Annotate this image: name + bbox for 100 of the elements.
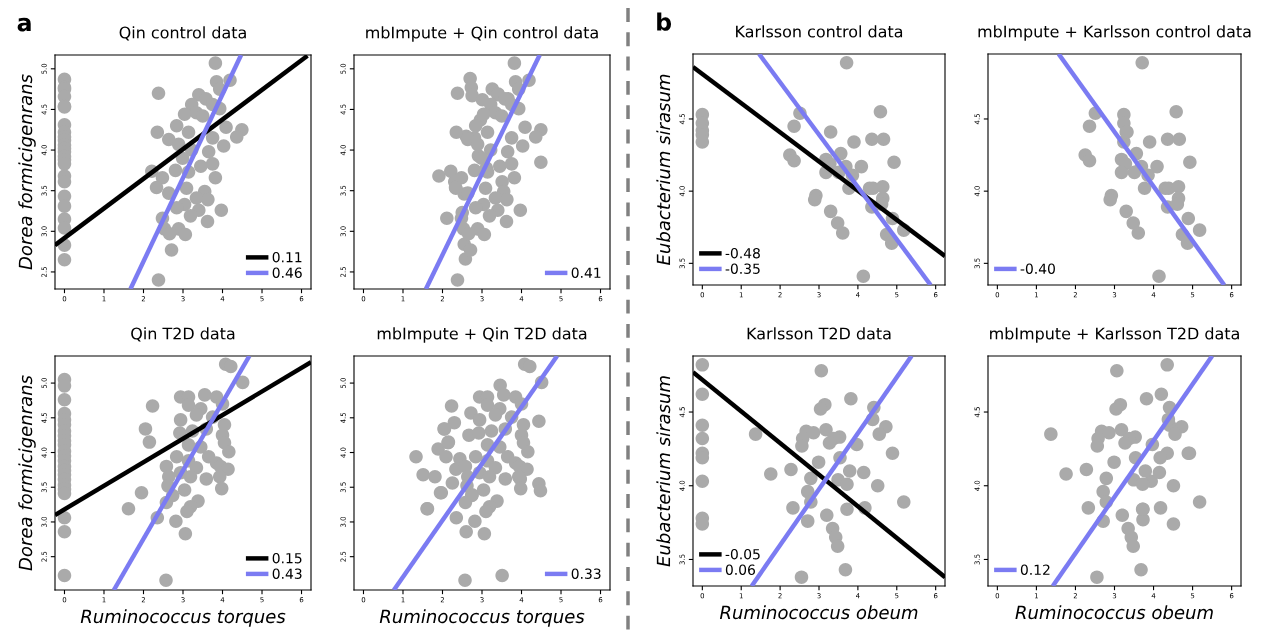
point xyxy=(800,514,815,528)
point xyxy=(885,446,900,461)
point xyxy=(876,180,890,194)
chart-title: mbImpute + Qin T2D data xyxy=(377,327,587,343)
legend-label: 0.43 xyxy=(272,568,302,579)
y-axis-title: Eubacterium sirasum xyxy=(656,74,671,266)
point xyxy=(838,563,853,577)
chart-title: mbImpute + Karlsson T2D data xyxy=(990,327,1239,343)
x-axis-title: Ruminococcus obeum xyxy=(719,605,918,620)
chart-title: Qin control data xyxy=(119,26,246,41)
point xyxy=(830,216,845,230)
point xyxy=(842,464,857,478)
point xyxy=(1138,464,1153,478)
point xyxy=(1044,427,1058,441)
point xyxy=(1109,402,1123,416)
point xyxy=(1099,471,1114,486)
point xyxy=(1126,539,1141,553)
point xyxy=(695,418,710,433)
point xyxy=(873,104,888,119)
point xyxy=(1126,216,1141,230)
point xyxy=(1152,465,1167,480)
point xyxy=(1079,462,1094,477)
point xyxy=(819,422,833,437)
y-axis-title: Eubacterium sirasum xyxy=(656,376,671,567)
point xyxy=(1090,439,1105,453)
x-axis-title: Ruminococcus torques xyxy=(80,609,286,627)
point xyxy=(1166,517,1181,531)
point xyxy=(787,119,801,133)
point xyxy=(1115,508,1130,522)
point xyxy=(748,427,763,441)
x-axis-title: Ruminococcus torques xyxy=(379,609,585,627)
point xyxy=(1160,358,1174,372)
legend-label: -0.35 xyxy=(725,263,760,274)
point xyxy=(695,387,710,402)
text: a xyxy=(17,17,31,32)
legend-label: -0.40 xyxy=(1020,263,1055,274)
point xyxy=(784,462,798,477)
point xyxy=(872,427,887,441)
chart-title: mbImpute + Karlsson control data xyxy=(978,25,1251,41)
chart-title: Karlsson control data xyxy=(736,25,903,38)
text: b xyxy=(657,12,672,31)
point xyxy=(695,358,710,372)
point xyxy=(830,539,845,553)
point xyxy=(794,570,809,584)
point xyxy=(1171,180,1186,194)
point xyxy=(835,226,850,240)
point xyxy=(822,436,837,450)
point xyxy=(811,455,826,469)
x-axis-title: Ruminococcus obeum xyxy=(1015,605,1213,620)
point xyxy=(856,269,871,284)
point xyxy=(847,135,861,149)
point xyxy=(1139,391,1154,406)
point xyxy=(854,159,869,174)
point xyxy=(1135,55,1149,70)
point xyxy=(1081,501,1096,515)
chart-title: Qin T2D data xyxy=(131,327,235,342)
point xyxy=(1150,159,1164,174)
point xyxy=(887,155,901,170)
point xyxy=(1154,387,1169,402)
point xyxy=(764,467,778,481)
point xyxy=(1127,165,1142,180)
legend-label: -0.05 xyxy=(725,548,760,560)
point xyxy=(823,125,838,139)
legend-label: 0.46 xyxy=(272,267,302,278)
point xyxy=(1183,155,1197,170)
legend-label: -0.48 xyxy=(725,247,760,259)
legend-label: 0.06 xyxy=(725,564,755,575)
chart-title: Karlsson T2D data xyxy=(747,327,891,340)
point xyxy=(1134,563,1148,577)
point xyxy=(1153,450,1167,465)
legend-label: 0.41 xyxy=(571,267,601,278)
point xyxy=(1181,211,1196,226)
legend-label: 0.12 xyxy=(1020,564,1050,575)
point xyxy=(786,501,800,515)
point xyxy=(1082,119,1097,133)
point xyxy=(1137,181,1152,196)
point xyxy=(1110,363,1124,378)
point xyxy=(1119,204,1133,219)
point xyxy=(804,471,818,486)
point xyxy=(814,363,829,378)
point xyxy=(840,477,854,492)
point xyxy=(856,465,871,480)
point xyxy=(823,204,838,219)
point xyxy=(1172,132,1187,146)
point xyxy=(840,502,854,517)
point xyxy=(1059,467,1073,481)
legend-label: 0.33 xyxy=(571,568,601,579)
point xyxy=(1114,165,1129,180)
point xyxy=(1192,223,1207,237)
legend-label: 0.11 xyxy=(272,251,302,263)
point xyxy=(787,154,801,168)
point xyxy=(865,132,879,146)
point xyxy=(1118,436,1132,450)
point xyxy=(1114,422,1129,437)
point xyxy=(897,495,911,509)
point xyxy=(1153,501,1168,515)
y-axis-title: Dorea formicigenrans xyxy=(18,74,36,270)
point xyxy=(1160,132,1175,146)
point xyxy=(695,431,710,446)
point xyxy=(1082,154,1097,168)
